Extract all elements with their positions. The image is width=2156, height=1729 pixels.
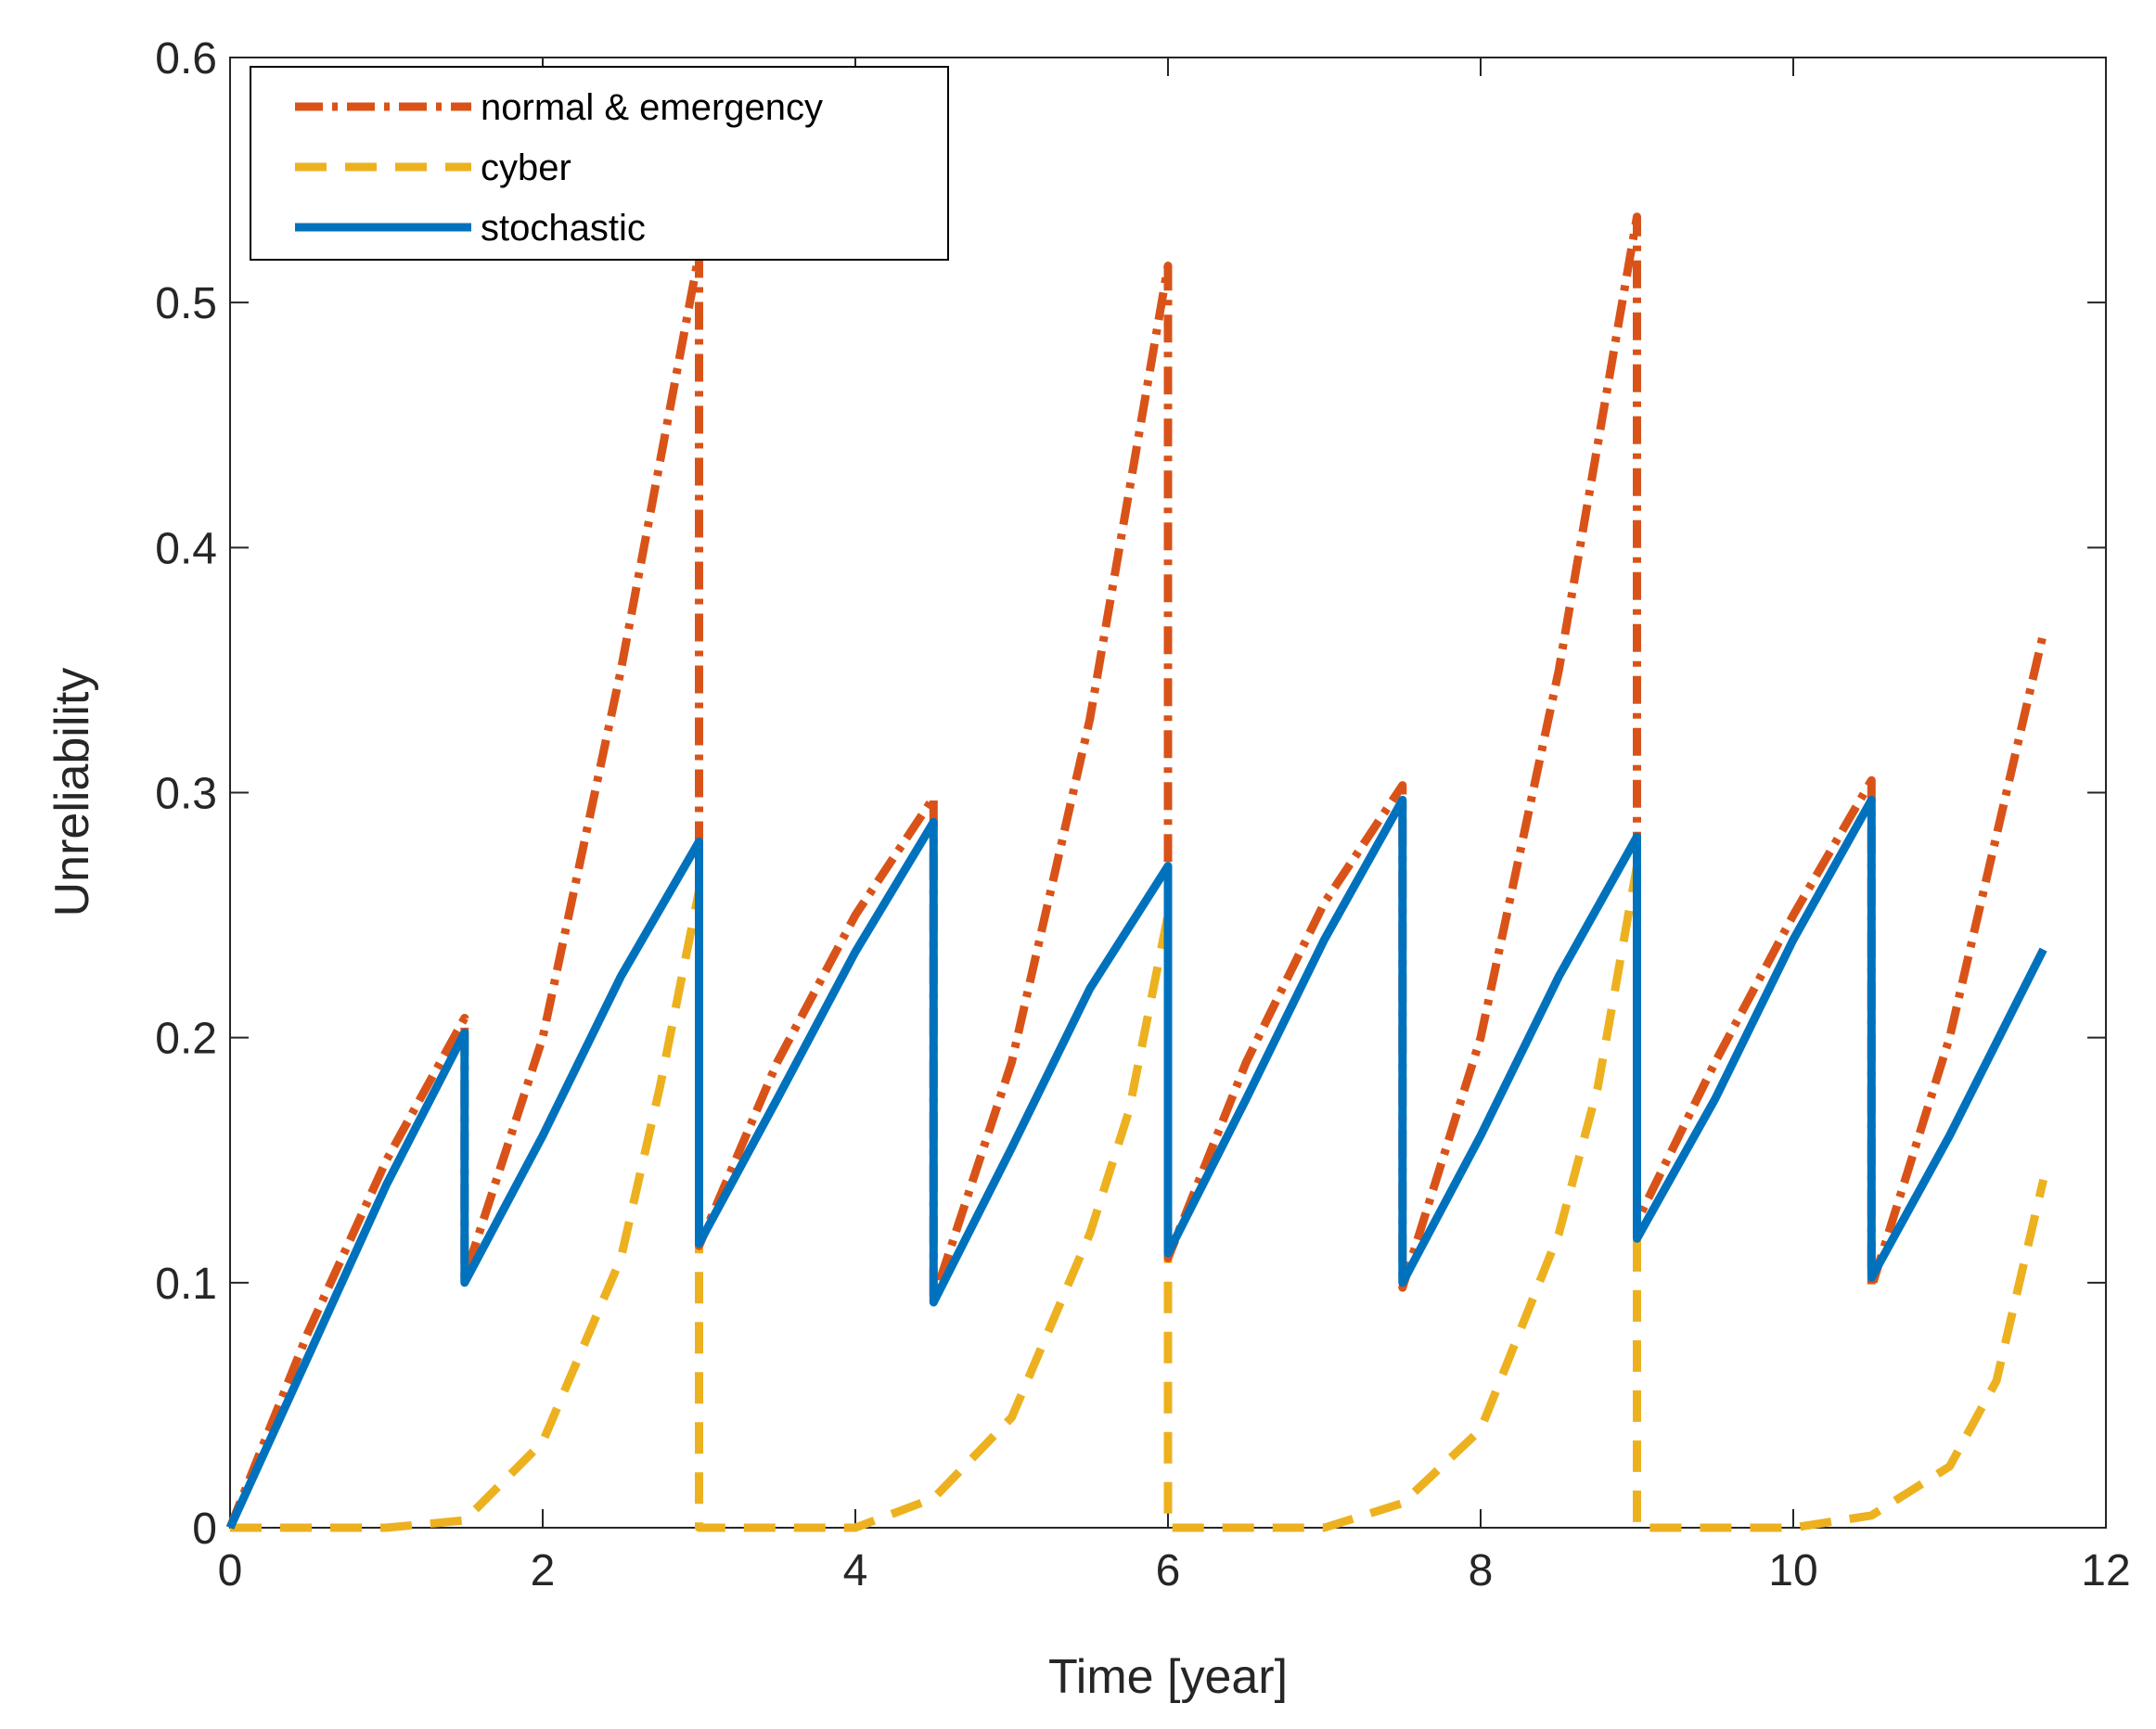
legend-label-cyber: cyber <box>481 147 571 188</box>
y-tick-label: 0 <box>192 1505 217 1554</box>
x-tick-label: 4 <box>843 1546 868 1595</box>
x-tick-label: 2 <box>531 1546 556 1595</box>
series-line-normal-emergency <box>225 212 2047 1530</box>
legend-label-stochastic: stochastic <box>481 208 646 249</box>
legend-label-normal-emergency: normal & emergency <box>481 87 823 128</box>
x-tick-label: 8 <box>1469 1546 1494 1595</box>
series-line-stochastic <box>225 795 2047 1530</box>
legend: normal & emergency cyber stochastic <box>250 66 949 261</box>
y-tick-label: 0.5 <box>155 279 217 328</box>
y-axis-title: Unreliability <box>45 668 99 917</box>
series-line-cyber <box>230 862 2047 1532</box>
y-tick-label: 0.6 <box>155 34 217 83</box>
y-tick-label: 0.3 <box>155 770 217 819</box>
y-tick-label: 0.1 <box>155 1260 217 1309</box>
x-tick-label: 6 <box>1156 1546 1181 1595</box>
y-tick-label: 0.4 <box>155 524 217 573</box>
x-tick-label: 0 <box>218 1546 243 1595</box>
x-tick-label: 12 <box>2081 1546 2130 1595</box>
y-tick-label: 0.2 <box>155 1015 217 1064</box>
x-axis-title: Time [year] <box>1048 1650 1288 1704</box>
x-tick-label: 10 <box>1768 1546 1817 1595</box>
